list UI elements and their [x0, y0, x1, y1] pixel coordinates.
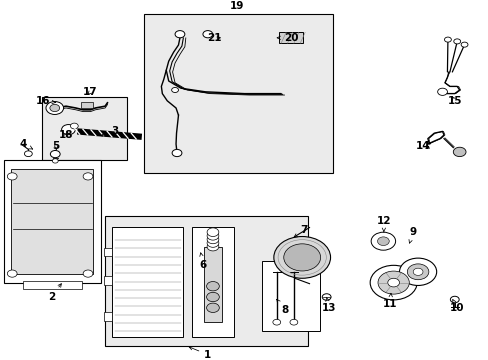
Circle shape — [203, 31, 212, 38]
Bar — [4, 160, 101, 283]
Text: 3: 3 — [101, 126, 118, 136]
Circle shape — [171, 87, 178, 93]
Text: 18: 18 — [59, 130, 73, 140]
Circle shape — [207, 231, 218, 240]
Bar — [144, 14, 332, 173]
Circle shape — [50, 150, 60, 158]
Circle shape — [206, 292, 219, 302]
Circle shape — [289, 319, 297, 325]
Bar — [23, 281, 82, 289]
Text: 19: 19 — [229, 1, 244, 11]
Circle shape — [369, 265, 416, 300]
Circle shape — [444, 37, 450, 42]
Circle shape — [387, 278, 399, 287]
Circle shape — [207, 235, 218, 244]
Circle shape — [283, 244, 320, 271]
Circle shape — [273, 237, 330, 278]
Text: 1: 1 — [189, 347, 211, 360]
Circle shape — [24, 151, 32, 157]
Circle shape — [399, 258, 436, 285]
Circle shape — [7, 270, 17, 277]
Text: 11: 11 — [382, 293, 397, 309]
Circle shape — [206, 303, 219, 312]
Circle shape — [46, 102, 63, 114]
Bar — [204, 247, 221, 322]
Circle shape — [272, 319, 280, 325]
Text: 8: 8 — [276, 300, 287, 315]
Text: 17: 17 — [83, 87, 98, 97]
Circle shape — [83, 270, 93, 277]
Circle shape — [377, 237, 388, 246]
Bar — [103, 248, 112, 256]
Text: 4: 4 — [20, 139, 33, 149]
Circle shape — [460, 42, 467, 47]
Circle shape — [407, 264, 428, 280]
Text: 20: 20 — [277, 33, 298, 43]
Circle shape — [322, 294, 330, 300]
Bar — [105, 216, 307, 346]
Bar — [192, 227, 233, 337]
Circle shape — [7, 173, 17, 180]
Text: 14: 14 — [415, 141, 429, 151]
Circle shape — [207, 239, 218, 247]
Circle shape — [449, 296, 458, 303]
Circle shape — [206, 282, 219, 291]
Text: 21: 21 — [206, 33, 221, 43]
Text: 15: 15 — [447, 96, 461, 106]
Circle shape — [172, 149, 182, 157]
Circle shape — [50, 104, 60, 112]
Bar — [41, 97, 127, 160]
Text: 9: 9 — [408, 227, 416, 243]
Text: 2: 2 — [48, 284, 61, 302]
Circle shape — [437, 88, 447, 95]
Bar — [278, 32, 303, 43]
Circle shape — [61, 125, 75, 135]
Text: 6: 6 — [200, 253, 206, 270]
Circle shape — [175, 31, 184, 38]
Circle shape — [207, 228, 218, 237]
Text: 7: 7 — [293, 225, 307, 237]
Circle shape — [453, 39, 460, 44]
Text: 10: 10 — [449, 300, 464, 313]
Circle shape — [52, 159, 58, 163]
Bar — [112, 227, 183, 337]
Circle shape — [83, 173, 93, 180]
Text: 12: 12 — [376, 216, 390, 232]
Circle shape — [70, 123, 78, 129]
Bar — [103, 276, 112, 285]
Bar — [81, 102, 93, 108]
Text: 5: 5 — [53, 141, 60, 151]
Circle shape — [370, 232, 395, 250]
Circle shape — [412, 268, 422, 275]
Text: 16: 16 — [36, 96, 56, 106]
Circle shape — [207, 242, 218, 251]
Bar — [261, 261, 320, 331]
Circle shape — [452, 147, 465, 157]
Bar — [103, 312, 112, 321]
Text: 13: 13 — [321, 297, 335, 313]
Circle shape — [377, 271, 408, 294]
Bar — [11, 169, 93, 274]
